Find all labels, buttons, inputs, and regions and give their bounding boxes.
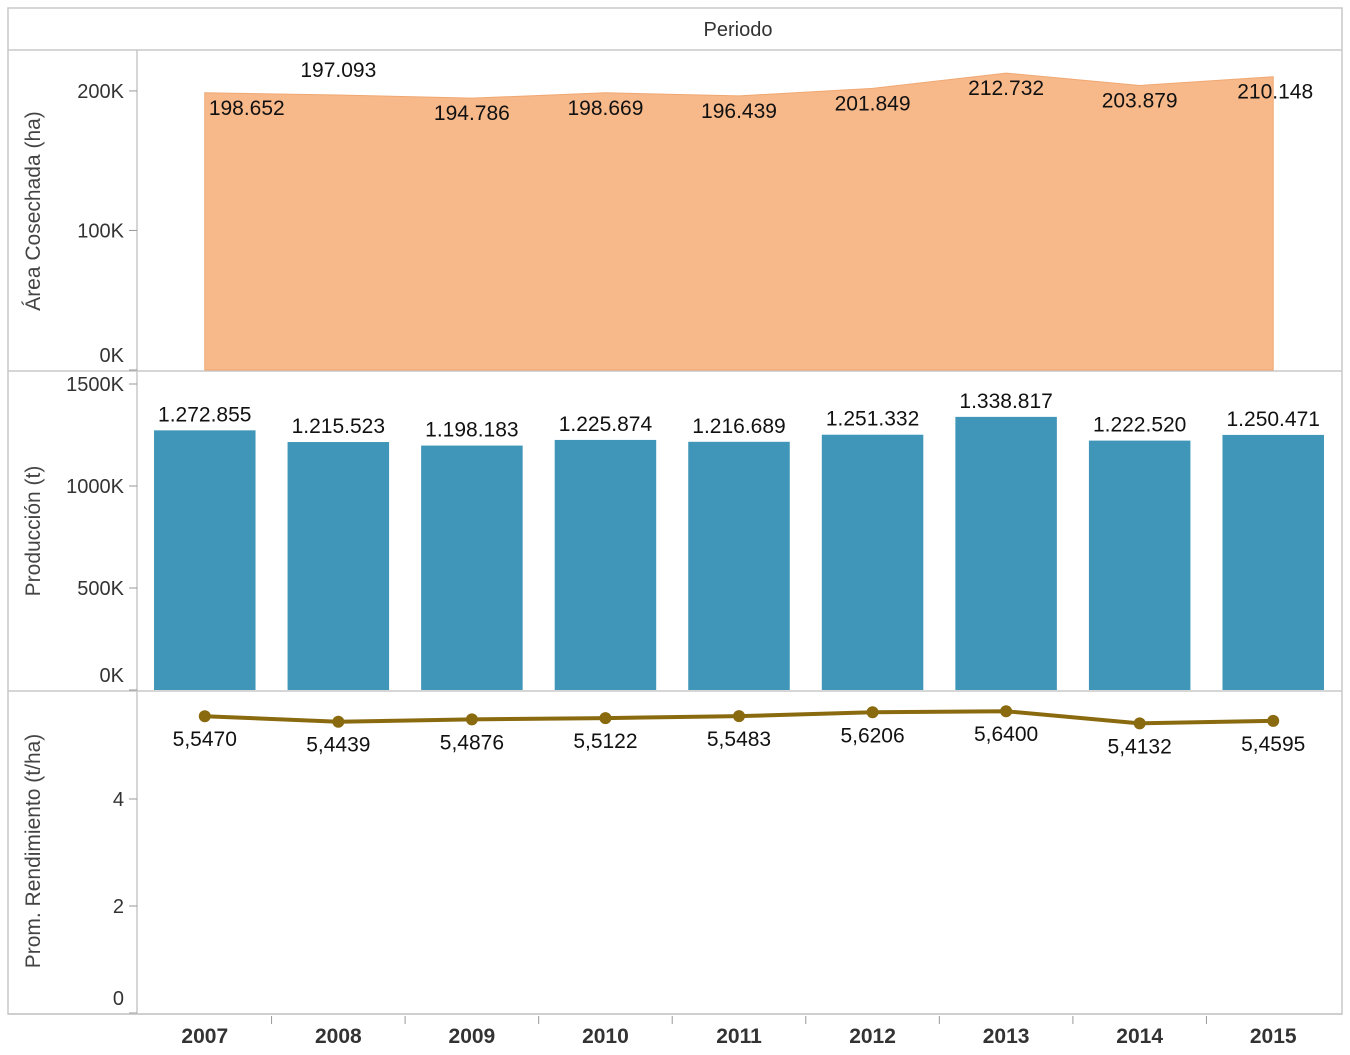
line-ytick-label: 4: [113, 789, 124, 811]
line-data-label: 5,5483: [707, 728, 771, 751]
x-tick-label: 2010: [582, 1025, 629, 1048]
bar-data-label: 1.198.183: [425, 419, 518, 442]
line-point: [332, 715, 345, 728]
line-data-label: 5,5122: [573, 730, 637, 753]
bar-data-label: 1.251.332: [826, 408, 919, 431]
bar: [287, 442, 390, 690]
bar: [154, 430, 256, 690]
bar: [821, 434, 924, 690]
line-data-label: 5,6400: [974, 723, 1038, 746]
x-tick-label: 2012: [849, 1025, 896, 1048]
line-point: [1133, 717, 1146, 730]
line-data-label: 5,5470: [173, 728, 237, 751]
line-data-label: 5,4595: [1241, 733, 1305, 756]
bar: [688, 441, 790, 690]
line-point: [733, 710, 745, 723]
bar: [955, 416, 1057, 690]
bar-ytick-label: 500K: [77, 578, 124, 600]
line-data-label: 5,4439: [306, 734, 370, 757]
area-ytick-label: 100K: [77, 220, 124, 242]
header-title: Periodo: [704, 19, 773, 41]
bar-data-label: 1.225.874: [559, 413, 653, 436]
bar-data-label: 1.250.471: [1227, 408, 1320, 431]
area-data-label: 210.148: [1237, 81, 1313, 104]
x-tick-label: 2014: [1116, 1025, 1163, 1048]
area-series: [204, 72, 1274, 371]
area-data-label: 212.732: [968, 77, 1044, 100]
bar-ytick-label: 0K: [100, 665, 125, 687]
x-tick-label: 2011: [716, 1025, 762, 1048]
x-tick-label: 2009: [449, 1025, 496, 1048]
area-panel: 0K 100K 200K 198.652 197.093 194.786 198.669 19…: [77, 59, 1313, 371]
area-data-label: 194.786: [434, 102, 510, 125]
line-point: [1000, 705, 1013, 718]
bar: [421, 445, 523, 690]
bar-ytick-label: 1000K: [66, 476, 124, 498]
line-point: [465, 713, 478, 726]
area-axis-title: Área Cosechada (ha): [22, 111, 45, 311]
bar-data-label: 1.215.523: [292, 415, 385, 438]
bar-data-label: 1.222.520: [1093, 414, 1186, 437]
line-point: [1267, 714, 1280, 727]
x-tick-label: 2015: [1250, 1025, 1297, 1048]
bar-ytick-label: 1500K: [66, 374, 124, 396]
line-point: [866, 706, 879, 719]
bar: [1088, 440, 1191, 690]
bar-panel: 0K 500K 1000K 1500K 1.272.855 1.215.523 1.198.…: [66, 374, 1324, 691]
area-data-label: 196.439: [701, 100, 777, 123]
x-tick-label: 2008: [315, 1025, 362, 1048]
bar-axis-title: Producción (t): [22, 466, 45, 597]
line-data-label: 5,4132: [1108, 735, 1172, 758]
line-ytick-label: 2: [113, 896, 124, 918]
area-data-label: 197.093: [300, 59, 376, 82]
bar-data-label: 1.338.817: [959, 390, 1052, 413]
line-axis-title: Prom. Rendimiento (t/ha): [22, 734, 45, 969]
area-ytick-label: 200K: [77, 81, 124, 103]
line-data-label: 5,4876: [440, 731, 504, 754]
area-data-label: 198.669: [567, 97, 643, 120]
line-data-label: 5,6206: [840, 724, 904, 747]
bar-data-label: 1.216.689: [692, 415, 785, 438]
line-ytick-label: 0: [113, 988, 124, 1010]
x-tick-label: 2013: [983, 1025, 1030, 1048]
line-point: [599, 712, 612, 725]
area-data-label: 203.879: [1102, 89, 1178, 112]
x-tick-label: 2007: [181, 1025, 228, 1048]
bar: [1222, 434, 1324, 690]
bar-data-label: 1.272.855: [158, 403, 251, 426]
x-axis: 2007 2008 2009 2010 2011 2012 2013 2014 2015: [8, 1013, 1342, 1048]
area-data-label: 201.849: [835, 92, 911, 115]
line-panel: 0 2 4 5,5470 5,4439 5,4876 5,5122 5,5483 5,6206 5…: [113, 705, 1305, 1014]
area-data-label: 198.652: [209, 97, 285, 120]
line-point: [198, 710, 211, 723]
bar: [554, 439, 657, 690]
area-ytick-label: 0K: [100, 345, 125, 367]
